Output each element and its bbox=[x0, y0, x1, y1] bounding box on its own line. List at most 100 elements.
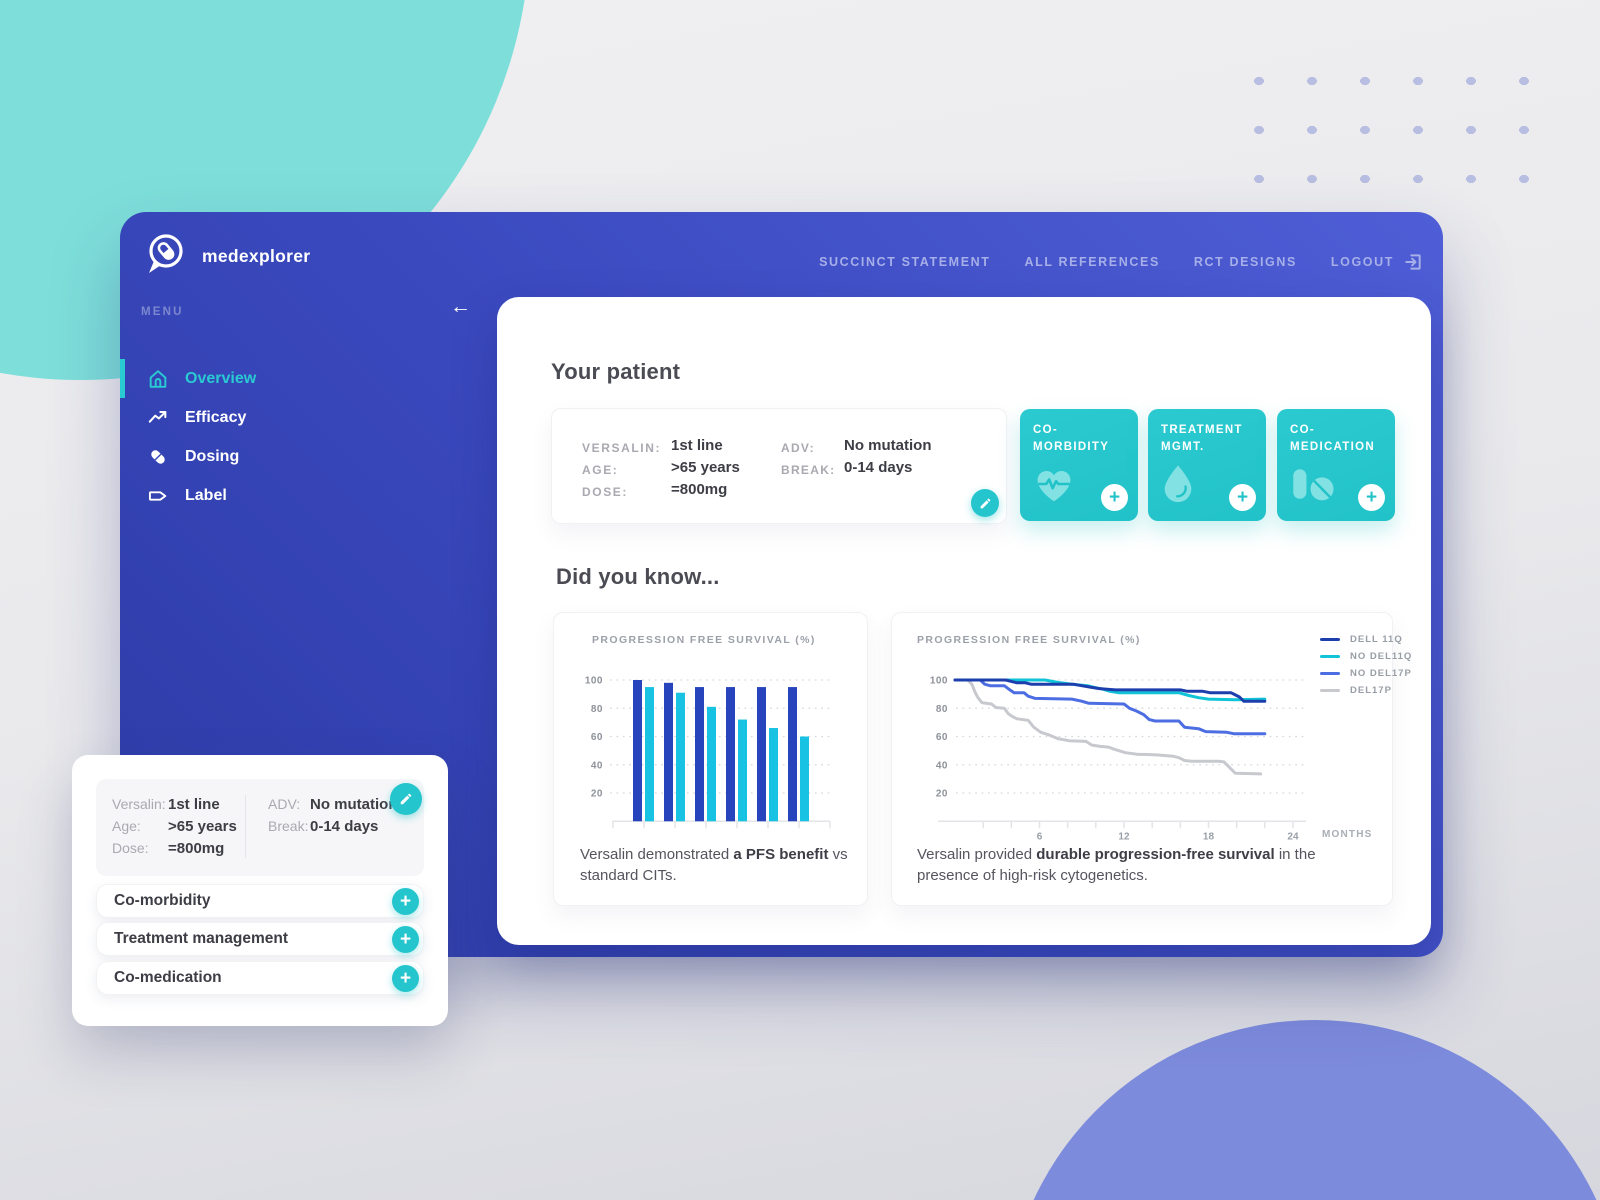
row-label: Treatment management bbox=[114, 930, 288, 947]
svg-text:100: 100 bbox=[930, 676, 948, 687]
treatment-management-row[interactable]: Treatment management + bbox=[96, 922, 424, 956]
patient-field: Versalin: 1st line bbox=[112, 795, 245, 814]
legend-swatch bbox=[1320, 637, 1340, 642]
heart-pulse-icon bbox=[1033, 465, 1075, 508]
add-co-medication-button[interactable]: + bbox=[392, 964, 419, 992]
floating-summary: Versalin: 1st line Age: >65 years Dose: … bbox=[96, 779, 424, 876]
trend-up-icon bbox=[146, 406, 170, 430]
pencil-icon bbox=[980, 498, 990, 508]
co-morbidity-card[interactable]: CO-MORBIDITY + bbox=[1020, 409, 1138, 521]
chart-caption: Versalin demonstrated a PFS benefit vs s… bbox=[580, 846, 848, 885]
co-morbidity-row[interactable]: Co-morbidity + bbox=[96, 884, 424, 918]
chart-title: PROGRESSION FREE SURVIVAL (%) bbox=[917, 634, 1141, 646]
field-value: No mutation bbox=[310, 796, 398, 813]
svg-text:6: 6 bbox=[1037, 831, 1043, 842]
svg-text:40: 40 bbox=[936, 760, 948, 771]
field-label: Dose: bbox=[112, 840, 149, 856]
edit-patient-button[interactable] bbox=[971, 489, 999, 517]
field-label: ADV: bbox=[781, 441, 815, 455]
legend-label: DEL17P bbox=[1350, 685, 1392, 696]
brand-title: medexplorer bbox=[202, 246, 311, 266]
add-treatment-mgmt-button[interactable]: + bbox=[1229, 484, 1256, 511]
bar-chart: 20 40 60 80 100 bbox=[585, 676, 834, 829]
svg-text:24: 24 bbox=[1287, 831, 1299, 842]
field-value: 0-14 days bbox=[310, 818, 379, 835]
menu-label: MENU bbox=[141, 306, 184, 318]
add-co-morbidity-button[interactable]: + bbox=[392, 887, 419, 915]
co-medication-card[interactable]: CO-MEDICATION + bbox=[1277, 409, 1395, 521]
legend-item: DELL 11Q bbox=[1320, 634, 1412, 645]
svg-text:20: 20 bbox=[591, 789, 603, 800]
pills-icon bbox=[1290, 465, 1336, 508]
sidebar-collapse-arrow[interactable]: ← bbox=[450, 295, 471, 318]
legend-item: DEL17P bbox=[1320, 685, 1412, 696]
treatment-mgmt-card[interactable]: TREATMENT MGMT. + bbox=[1148, 409, 1266, 521]
legend-item: NO DEL17P bbox=[1320, 668, 1412, 679]
svg-text:12: 12 bbox=[1118, 831, 1130, 842]
svg-text:60: 60 bbox=[591, 732, 603, 743]
patient-field: Dose: =800mg bbox=[112, 839, 245, 858]
legend-label: NO DEL17P bbox=[1350, 668, 1412, 679]
logout-button[interactable]: LOGOUT bbox=[1331, 252, 1423, 272]
svg-text:80: 80 bbox=[936, 704, 948, 715]
pfs-line-chart-card: PROGRESSION FREE SURVIVAL (%) 20 40 60 80 10… bbox=[891, 612, 1411, 906]
field-value: No mutation bbox=[844, 437, 932, 454]
field-label: ADV: bbox=[268, 796, 301, 812]
sidebar-item-efficacy[interactable]: Efficacy bbox=[120, 398, 480, 437]
tag-icon bbox=[146, 484, 170, 508]
droplet-icon bbox=[1161, 463, 1195, 508]
co-medication-row[interactable]: Co-medication + bbox=[96, 961, 424, 995]
add-co-medication-button[interactable]: + bbox=[1358, 484, 1385, 511]
field-label: Age: bbox=[112, 818, 141, 834]
patient-field: AGE: >65 years bbox=[582, 459, 781, 479]
content-panel: Your patient VERSALIN: 1st line AGE: >65… bbox=[497, 297, 1431, 945]
sidebar-item-dosing[interactable]: Dosing bbox=[120, 437, 480, 476]
nav-rct-designs[interactable]: RCT DESIGNS bbox=[1193, 255, 1297, 269]
field-value: =800mg bbox=[671, 481, 728, 498]
chart-caption: Versalin provided durable progression-fr… bbox=[917, 846, 1316, 885]
svg-text:100: 100 bbox=[585, 676, 603, 687]
sidebar-item-label: Efficacy bbox=[185, 408, 247, 426]
patient-field: DOSE: =800mg bbox=[582, 481, 781, 501]
card-title: CO-MEDICATION bbox=[1290, 424, 1375, 453]
field-label: BREAK: bbox=[781, 463, 836, 477]
card-title: TREATMENT MGMT. bbox=[1161, 424, 1243, 453]
sidebar-menu: Overview Efficacy bbox=[120, 359, 480, 515]
chart-legend: DELL 11Q NO DEL11Q NO DEL17P DEL17P bbox=[1320, 634, 1412, 696]
legend-item: NO DEL11Q bbox=[1320, 651, 1412, 662]
floating-patient-card: Versalin: 1st line Age: >65 years Dose: … bbox=[72, 755, 448, 1026]
field-label: AGE: bbox=[582, 463, 619, 477]
nav-succinct-statement[interactable]: SUCCINCT STATEMENT bbox=[819, 255, 991, 269]
sidebar-item-overview[interactable]: Overview bbox=[120, 359, 480, 398]
patient-summary-card: VERSALIN: 1st line AGE: >65 years DOSE: … bbox=[551, 408, 1007, 524]
logout-icon bbox=[1403, 252, 1423, 272]
pill-icon bbox=[146, 445, 170, 469]
brand: medexplorer bbox=[142, 230, 310, 283]
add-treatment-management-button[interactable]: + bbox=[392, 925, 419, 953]
edit-patient-button[interactable] bbox=[390, 783, 422, 815]
field-label: DOSE: bbox=[582, 485, 629, 499]
field-label: VERSALIN: bbox=[582, 441, 662, 455]
sidebar-item-label: Overview bbox=[185, 369, 257, 387]
card-title: CO-MORBIDITY bbox=[1033, 424, 1110, 453]
field-value: >65 years bbox=[671, 459, 740, 476]
nav-all-references[interactable]: ALL REFERENCES bbox=[1024, 255, 1160, 269]
legend-swatch bbox=[1320, 671, 1340, 676]
logout-label: LOGOUT bbox=[1330, 255, 1394, 269]
svg-text:60: 60 bbox=[936, 732, 948, 743]
sidebar-item-label-section[interactable]: Label bbox=[120, 476, 480, 515]
did-you-know-title: Did you know... bbox=[556, 564, 720, 589]
top-nav: SUCCINCT STATEMENT ALL REFERENCES RCT DE… bbox=[819, 252, 1423, 272]
sidebar-item-label: Label bbox=[185, 486, 227, 504]
patient-field: BREAK: 0-14 days bbox=[781, 459, 932, 479]
field-value: 1st line bbox=[168, 796, 220, 813]
svg-text:18: 18 bbox=[1203, 831, 1215, 842]
add-co-morbidity-button[interactable]: + bbox=[1101, 484, 1128, 511]
legend-label: NO DEL11Q bbox=[1350, 651, 1413, 662]
decor-circle-purple bbox=[1005, 1020, 1600, 1200]
sidebar-item-label: Dosing bbox=[185, 447, 240, 465]
patient-field: VERSALIN: 1st line bbox=[582, 437, 781, 457]
decor-dot-grid bbox=[1250, 72, 1542, 194]
field-value: 1st line bbox=[671, 437, 723, 454]
